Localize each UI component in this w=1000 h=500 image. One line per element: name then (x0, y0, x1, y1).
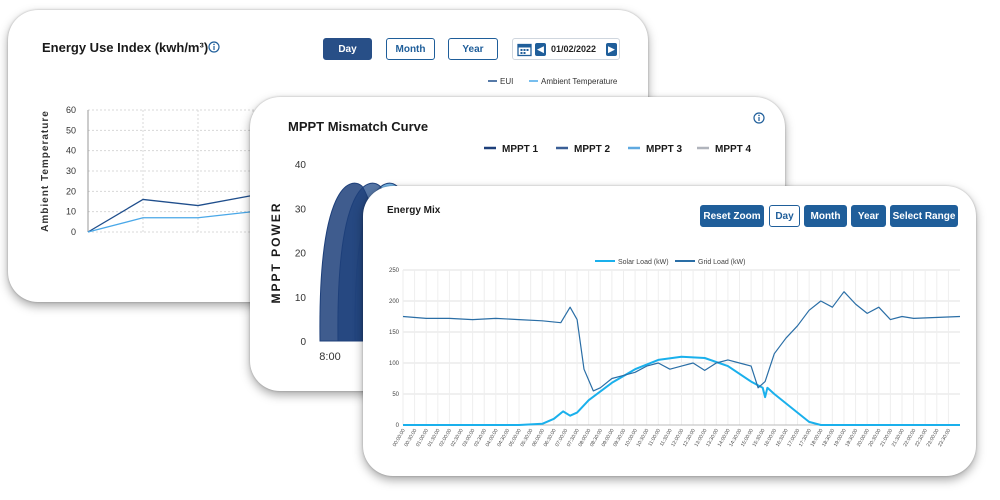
date-value: 01/02/2022 (551, 44, 597, 54)
y-tick-label: 20 (66, 186, 76, 196)
y-tick-label: 30 (295, 204, 307, 215)
mix-year-button[interactable]: Year (851, 205, 886, 227)
mix-month-button[interactable]: Month (804, 205, 847, 227)
y-tick-label: 60 (66, 105, 76, 115)
legend-label: MPPT 3 (646, 144, 683, 155)
y-tick-label: 150 (389, 330, 400, 336)
y-tick-label: 40 (66, 146, 76, 156)
y-axis-label: MPPT POWER (269, 201, 283, 303)
chevron-right-icon[interactable]: ▶ (606, 43, 617, 56)
legend-label: EUI (500, 77, 513, 86)
calendar-icon[interactable] (517, 42, 532, 57)
info-circle-icon[interactable] (753, 112, 765, 124)
y-tick-label: 40 (295, 160, 307, 171)
mix-day-button[interactable]: Day (769, 205, 800, 227)
y-tick-label: 250 (389, 268, 400, 274)
reset-zoom-button[interactable]: Reset Zoom (700, 205, 764, 227)
y-tick-label: 0 (300, 337, 306, 348)
eui-day-button[interactable]: Day (323, 38, 372, 60)
y-tick-label: 200 (389, 299, 400, 305)
legend-label: MPPT 4 (715, 144, 752, 155)
energy-mix-title: Energy Mix (387, 205, 441, 216)
y-axis-label: Ambient Temperature (40, 110, 51, 232)
date-picker[interactable]: ◀ 01/02/2022 ▶ (512, 38, 620, 60)
energy-mix-chart: 25020015010050000:00:0000:30:0001:00:000… (389, 259, 961, 448)
select-range-button[interactable]: Select Range (890, 205, 958, 227)
legend-label: Ambient Temperature (541, 77, 618, 86)
legend-label: MPPT 1 (502, 144, 539, 155)
series-line-grid-load (402, 291, 961, 392)
energy-mix-card: Energy Mix Reset Zoom Day Month Year Sel… (363, 186, 976, 476)
chevron-left-icon[interactable]: ◀ (535, 43, 546, 56)
y-tick-label: 10 (295, 293, 307, 304)
x-tick-label: 8:00 (319, 351, 340, 363)
y-tick-label: 30 (66, 166, 76, 176)
eui-year-button[interactable]: Year (448, 38, 498, 60)
series-line-solar-load (403, 355, 960, 426)
legend-label: Grid Load (kW) (698, 259, 745, 266)
y-tick-label: 50 (66, 125, 76, 135)
eui-title: Energy Use Index (kwh/m³) (42, 40, 209, 55)
info-circle-icon[interactable] (208, 41, 220, 53)
legend-label: Solar Load (kW) (618, 259, 669, 266)
y-tick-label: 0 (71, 227, 76, 237)
y-tick-label: 50 (392, 392, 399, 398)
y-tick-label: 10 (66, 207, 76, 217)
y-tick-label: 0 (396, 423, 400, 429)
y-tick-label: 20 (295, 249, 307, 260)
y-tick-label: 100 (389, 361, 400, 367)
mppt-title: MPPT Mismatch Curve (288, 119, 429, 134)
legend-label: MPPT 2 (574, 144, 611, 155)
eui-month-button[interactable]: Month (386, 38, 435, 60)
